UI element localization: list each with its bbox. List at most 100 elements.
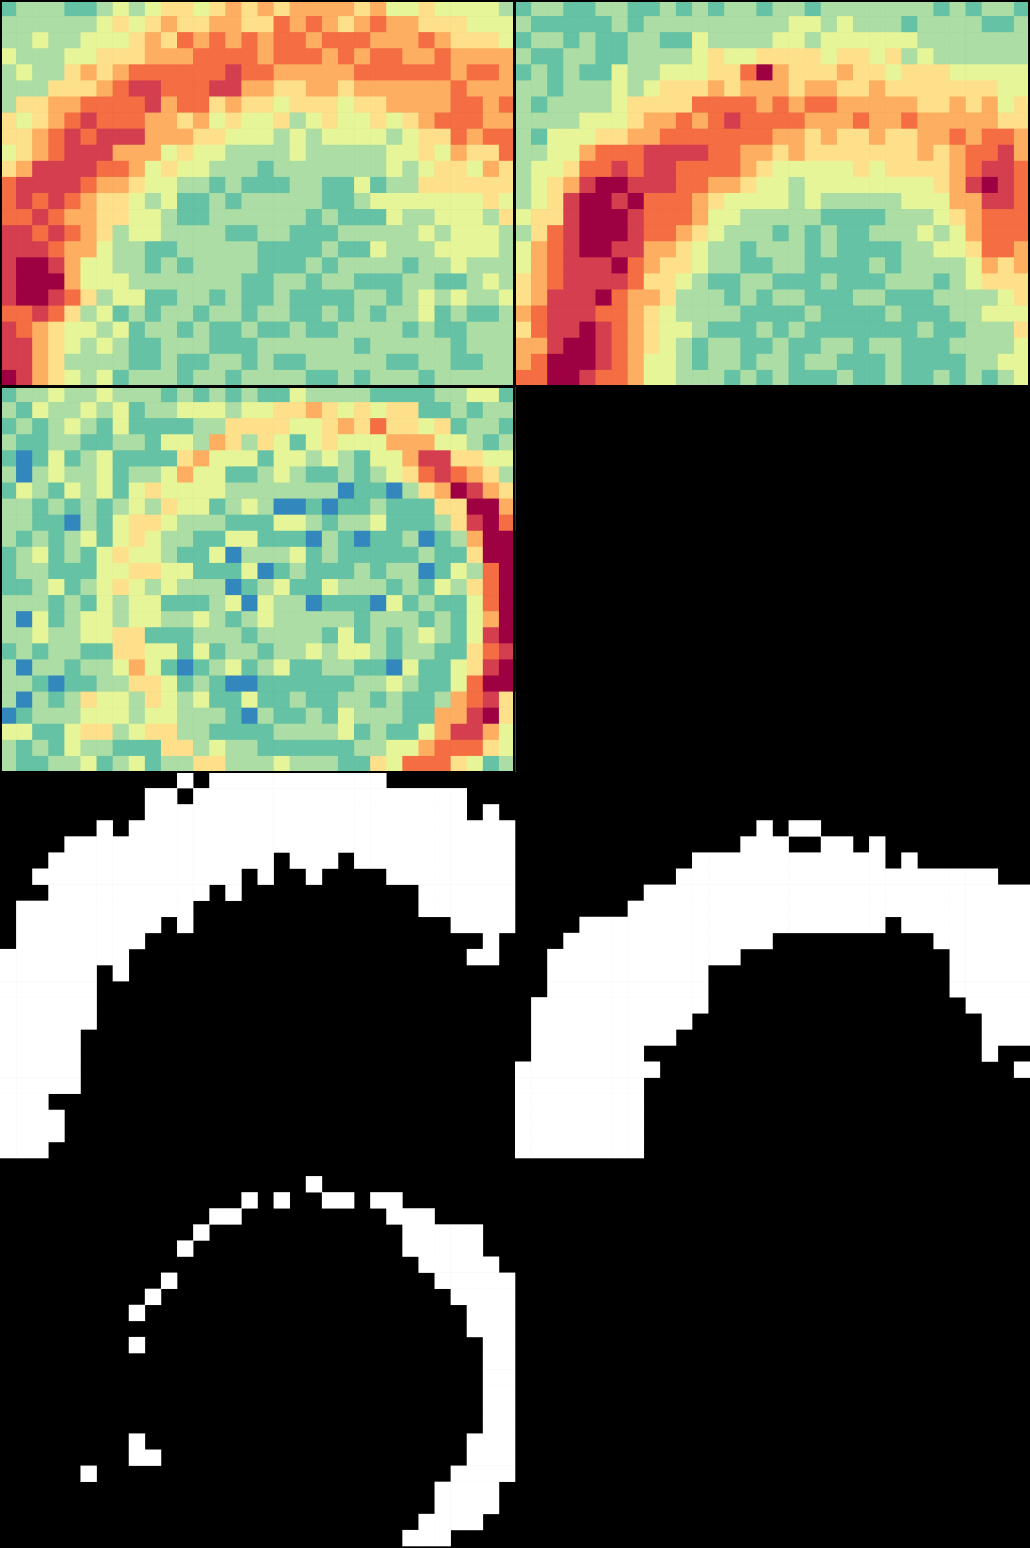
heat-cell [321,643,339,660]
heat-cell [563,369,580,387]
mask-cell [466,1481,484,1499]
heat-cell [0,0,17,17]
heat-cell [257,48,274,65]
heat-cell [675,321,693,339]
heat-cell [32,176,49,194]
mask-cell [692,981,709,998]
heat-cell [273,739,290,757]
heat-cell [386,112,403,129]
heat-cell [450,337,468,355]
heat-cell [64,562,81,580]
heat-cell [579,16,596,33]
mask-cell [740,852,757,869]
heat-cell [209,691,226,708]
heat-cell [740,369,757,387]
heat-cell [160,209,178,226]
heat-cell [96,659,113,676]
heat-cell [241,353,258,371]
mask-cell [48,1077,65,1094]
mask-cell [788,868,805,885]
mask-cell [563,1141,580,1159]
heat-cell [981,96,999,113]
heat-cell [337,595,355,612]
mask-cell [498,1417,516,1434]
heat-cell [0,546,17,564]
heat-cell [917,225,934,242]
heat-cell [466,337,484,355]
heat-cell [128,723,146,741]
heat-cell [498,80,516,97]
heat-cell [917,144,934,162]
mask-cell [515,1061,532,1078]
heat-cell [885,305,902,322]
heat-cell [692,32,709,49]
mask-cell [965,868,983,885]
mask-cell [772,852,789,869]
heat-cell [498,305,516,322]
mask-cell [80,932,97,950]
heat-cell [241,514,258,532]
heat-cell [885,369,902,387]
heat-cell [289,289,307,306]
mask-cell [692,900,709,918]
heat-cell [804,209,822,226]
heat-cell [965,16,983,33]
mask-cell [466,1256,484,1273]
heat-cell [241,595,258,612]
heat-cell [450,530,468,548]
heat-cell [450,498,468,515]
heat-cell [804,176,822,194]
heat-cell [386,627,403,644]
heat-cell [482,450,500,467]
heat-cell [1013,80,1030,97]
heat-cell [917,305,934,322]
mask-cell [563,965,580,982]
heat-cell [724,193,741,210]
heat-cell [659,273,677,290]
heat-cell [531,193,548,210]
heat-cell [80,579,97,596]
heat-cell [96,193,113,210]
heat-cell [708,305,725,322]
heat-cell [354,305,371,322]
heat-cell [16,112,33,129]
mask-cell [450,1256,468,1273]
heat-cell [386,337,403,355]
heat-cell [0,160,17,178]
heat-cell [869,80,886,97]
heat-cell [337,0,355,17]
heat-cell [48,80,65,97]
heat-cell [48,0,65,17]
heat-cell [402,257,419,274]
heat-cell [579,369,596,387]
heat-cell [933,112,950,129]
heat-cell [820,353,838,371]
mask-cell [0,981,17,998]
mask-cell [257,868,274,885]
heat-cell [289,579,307,596]
heat-cell [370,739,387,757]
heat-cell [209,241,226,258]
heat-cell [515,209,532,226]
heat-cell [772,193,789,210]
heat-cell [370,466,387,483]
heat-cell [273,337,290,355]
heat-cell [724,0,741,17]
mask-cell [32,948,49,966]
heat-cell [852,241,870,258]
mask-cell [804,852,822,869]
heat-cell [418,337,435,355]
heat-cell [1013,16,1030,33]
mask-cell [804,900,822,918]
heat-cell [708,112,725,129]
mask-cell [241,820,258,837]
mask-cell [177,868,194,885]
mask-cell [160,1272,178,1289]
heat-cell [32,112,49,129]
heat-cell [273,514,290,532]
heat-cell [289,96,307,113]
heat-cell [595,48,612,65]
heat-cell [209,707,226,725]
heat-cell [257,0,274,17]
mask-cell [128,1449,146,1466]
